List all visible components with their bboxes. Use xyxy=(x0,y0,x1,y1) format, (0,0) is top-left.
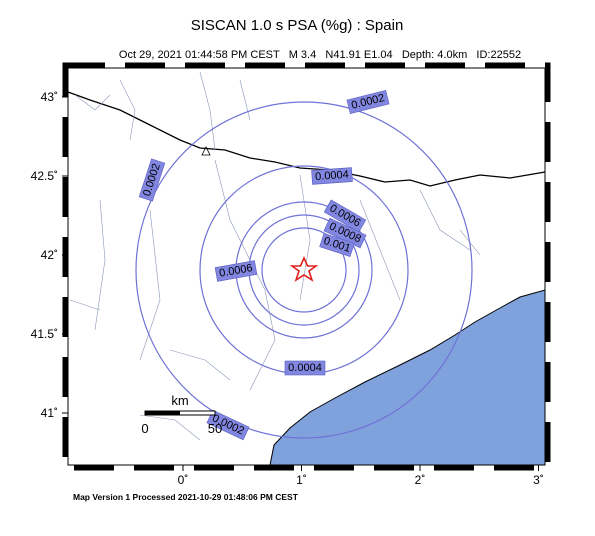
subtitle: Oct 29, 2021 01:44:58 PM CEST M 3.4 N41.… xyxy=(119,49,521,61)
epicenter xyxy=(289,256,319,282)
lat-tick-label: 41.5˚ xyxy=(31,327,58,341)
lat-tick-label: 43˚ xyxy=(41,90,58,104)
sea xyxy=(269,289,546,466)
scale-end: 50 xyxy=(208,421,222,436)
lon-tick-label: 0˚ xyxy=(178,473,189,487)
map-area xyxy=(62,62,551,471)
scale-unit: km xyxy=(171,393,188,408)
lat-tick-label: 42˚ xyxy=(41,248,58,262)
lat-tick-label: 41˚ xyxy=(41,406,58,420)
lon-tick-label: 2˚ xyxy=(415,473,426,487)
scale-start: 0 xyxy=(141,421,148,436)
lat-tick-label: 42.5˚ xyxy=(31,169,58,183)
contour-label: 0.0004 xyxy=(288,362,322,374)
lon-tick-label: 3˚ xyxy=(533,473,544,487)
contour-label: 0.0004 xyxy=(315,169,349,183)
scale-bar: km 0 50 xyxy=(141,393,222,436)
footer: Map Version 1 Processed 2021-10-29 01:48… xyxy=(73,492,299,502)
lon-tick-label: 1˚ xyxy=(296,473,307,487)
title: SISCAN 1.0 s PSA (%g) : Spain xyxy=(191,17,404,34)
contour-label: 0.0006 xyxy=(218,262,253,280)
